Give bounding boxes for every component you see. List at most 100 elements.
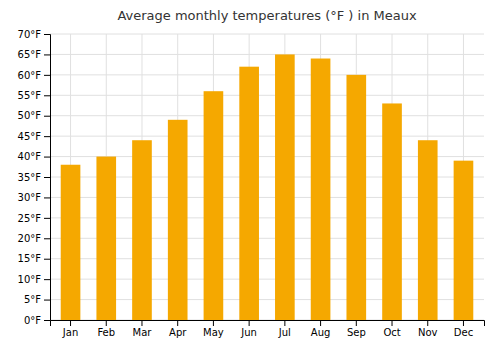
x-tick: Mar: [133, 320, 153, 338]
y-tick-mark: [44, 238, 50, 239]
x-tick-mark: [213, 320, 214, 326]
y-tick-label: 25°F: [18, 213, 42, 224]
x-tick: Apr: [169, 320, 187, 338]
y-axis: 0°F 5°F 10°F 15°F 20°F 25°F 30°F 35°F 40°F 45°F 50…: [18, 29, 51, 326]
y-tick: 40°F: [18, 151, 50, 162]
x-tick-mark: [463, 320, 464, 326]
x-tick: Jun: [240, 320, 257, 338]
y-tick: 45°F: [18, 131, 50, 142]
grid: [50, 34, 484, 320]
y-tick-mark: [44, 279, 50, 280]
y-tick-mark: [44, 75, 50, 76]
y-tick: 30°F: [18, 192, 50, 203]
x-tick: Oct: [383, 320, 400, 338]
y-tick-mark: [44, 54, 50, 55]
x-tick: Nov: [418, 320, 438, 338]
bar: [382, 103, 402, 320]
title: Average monthly temperatures (°F ) in Me…: [117, 8, 417, 23]
y-tick-label: 45°F: [18, 131, 42, 142]
y-grid-line: [50, 74, 484, 75]
bar: [96, 157, 116, 320]
x-tick-mark: [284, 320, 285, 326]
y-grid-line: [50, 54, 484, 55]
y-tick-mark: [44, 136, 50, 137]
x-tick-label: Jan: [62, 327, 78, 338]
y-tick: 5°F: [24, 294, 50, 305]
x-tick: Sep: [347, 320, 366, 338]
bar: [275, 54, 295, 320]
bar: [132, 140, 152, 320]
y-tick-label: 60°F: [18, 70, 42, 81]
x-tick-label: Feb: [97, 327, 115, 338]
x-tick-mark: [141, 320, 142, 326]
chart: 0°F 5°F 10°F 15°F 20°F 25°F 30°F 35°F 40°F 45°F 50…: [0, 0, 500, 350]
y-tick-label: 40°F: [18, 151, 42, 162]
x-tick: May: [203, 320, 224, 338]
bar: [311, 59, 331, 320]
y-tick-mark: [44, 34, 50, 35]
x-tick-label: Apr: [169, 327, 187, 338]
x-tick-mark: [106, 320, 107, 326]
bar: [346, 75, 366, 320]
y-tick: 60°F: [18, 70, 50, 81]
y-tick: 50°F: [18, 110, 50, 121]
y-tick-label: 10°F: [18, 274, 42, 285]
x-tick-mark: [70, 320, 71, 326]
x-tick: Jan: [62, 320, 78, 338]
y-tick-label: 50°F: [18, 110, 42, 121]
y-tick-mark: [44, 157, 50, 158]
y-tick-label: 0°F: [24, 315, 41, 326]
x-axis: JanFebMarAprMayJunJulAugSepOctNovDec: [51, 320, 485, 338]
y-tick-label: 65°F: [18, 49, 42, 60]
y-tick: 55°F: [18, 90, 50, 101]
y-tick: 10°F: [18, 274, 50, 285]
x-tick: Aug: [311, 320, 331, 338]
y-grid-line: [50, 115, 484, 116]
y-tick: 35°F: [18, 172, 50, 183]
x-tick-label: Aug: [311, 327, 331, 338]
y-tick-mark: [44, 197, 50, 198]
x-tick-mark: [427, 320, 428, 326]
y-tick-label: 70°F: [18, 29, 42, 40]
y-tick-label: 35°F: [18, 172, 42, 183]
x-tick-label: Sep: [347, 327, 366, 338]
y-grid-line: [50, 95, 484, 96]
y-tick-label: 55°F: [18, 90, 42, 101]
bar: [168, 120, 188, 320]
x-tick-mark: [320, 320, 321, 326]
y-tick-label: 15°F: [18, 253, 42, 264]
y-tick-mark: [44, 300, 50, 301]
plot-area: [61, 54, 474, 320]
y-tick: 0°F: [24, 315, 50, 326]
x-tick: Feb: [97, 320, 115, 338]
y-tick-mark: [44, 95, 50, 96]
y-tick: 65°F: [18, 49, 50, 60]
x-tick-label: Jul: [278, 327, 291, 338]
x-tick-mark: [356, 320, 357, 326]
y-grid-line: [50, 136, 484, 137]
x-tick-label: Oct: [383, 327, 400, 338]
x-axis-line: [51, 321, 485, 327]
y-tick-mark: [44, 177, 50, 178]
y-tick-label: 20°F: [18, 233, 42, 244]
bar: [204, 91, 224, 320]
bar: [454, 161, 474, 320]
y-tick-mark: [44, 116, 50, 117]
x-tick-label: Mar: [133, 327, 153, 338]
y-tick: 15°F: [18, 253, 50, 264]
y-tick-mark: [44, 320, 50, 321]
y-axis-line: [44, 35, 51, 321]
x-tick: Jul: [278, 320, 291, 338]
x-tick-mark: [392, 320, 393, 326]
y-grid-line: [50, 34, 484, 35]
y-tick-mark: [44, 218, 50, 219]
y-tick: 20°F: [18, 233, 50, 244]
bar: [239, 67, 259, 320]
bar: [61, 165, 81, 320]
x-tick-mark: [177, 320, 178, 326]
y-tick: 70°F: [18, 29, 50, 40]
x-tick-mark: [249, 320, 250, 326]
x-tick-label: May: [203, 327, 224, 338]
x-tick-label: Jun: [240, 327, 257, 338]
bar: [418, 140, 438, 320]
